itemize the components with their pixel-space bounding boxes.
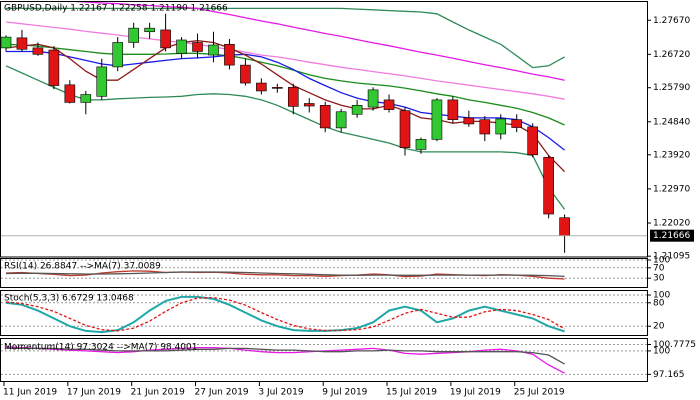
y-tick-label: 1.22970: [653, 184, 690, 194]
y-tick-label: 1.27670: [653, 16, 690, 26]
candle-body: [192, 42, 203, 52]
candle-body: [144, 27, 155, 33]
price-label: 1.21666: [653, 231, 690, 241]
x-tick-label: 9 Jul 2019: [322, 388, 367, 398]
y-tick-label: 1.26720: [653, 50, 690, 60]
candle-body: [351, 104, 363, 115]
y-tick-label: 97.165: [653, 370, 685, 380]
candle-body: [527, 126, 538, 156]
candle-body: [559, 217, 570, 236]
candle-body: [96, 66, 108, 97]
candle-body: [256, 82, 267, 92]
momentum-plot: [1, 343, 647, 375]
candle-body: [543, 157, 554, 215]
candle-body: [303, 103, 315, 107]
candle-body: [64, 84, 76, 103]
candle-body: [128, 27, 139, 43]
y-tick-label: 100: [653, 256, 670, 266]
candle-body: [224, 43, 235, 66]
x-tick-label: 27 Jun 2019: [195, 388, 249, 398]
candle-body: [80, 94, 92, 103]
x-tick-label: 3 Jul 2019: [258, 388, 303, 398]
axes: 1.27670 1.26720 1.25790 1.24840 1.23920 1.229…: [3, 4, 696, 398]
panel-title: Momentum(14) 97.3024 -->MA(7) 98.4001: [4, 343, 197, 353]
indicator-line: [72, 2, 565, 81]
x-tick-label: 15 Jul 2019: [386, 388, 437, 398]
indicator-line: [5, 295, 565, 334]
panel-title: Stoch(5,3,3) 6.6729 13.0468: [4, 294, 134, 304]
indicator-line: [5, 43, 565, 126]
candle-body: [383, 99, 395, 110]
y-tick-label: 100: [653, 346, 670, 356]
candle-body: [415, 139, 427, 150]
y-tick-label: 1.21095: [653, 252, 690, 262]
indicator-line: [5, 21, 565, 100]
rsi-plot: [1, 259, 647, 280]
indicator-line: [6, 347, 565, 365]
candle-body: [319, 104, 331, 129]
y-tick-label: 100.7775: [653, 340, 696, 350]
candle-body: [511, 119, 523, 128]
candle-body: [1, 36, 12, 49]
y-tick-label: 100: [653, 291, 670, 301]
x-tick-label: 17 Jun 2019: [67, 388, 121, 398]
y-tick-label: 80: [653, 298, 665, 308]
y-tick-label: 70: [653, 263, 665, 273]
momentum-panel: [0, 338, 648, 382]
y-tick-label: 30: [653, 274, 665, 284]
main-panel: [0, 1, 648, 258]
candle-body: [208, 44, 219, 56]
candle-body: [272, 87, 283, 89]
stoch-panel: [0, 290, 648, 336]
candle-body: [335, 111, 347, 129]
panel-title: GBPUSD,Daily 1.22167 1.22258 1.21190 1.2…: [4, 4, 228, 14]
y-tick-label: 1.25790: [653, 83, 690, 93]
candle-body: [176, 39, 187, 54]
candle-body: [479, 119, 491, 135]
stoch-plot: [1, 294, 647, 334]
indicator-line: [5, 65, 566, 210]
candle-body: [447, 99, 459, 120]
x-tick-label: 25 Jul 2019: [514, 388, 565, 398]
y-tick-label: 20: [653, 322, 665, 332]
x-tick-label: 11 Jun 2019: [3, 388, 57, 398]
candle-body: [399, 110, 411, 148]
candle-body: [112, 42, 124, 68]
candle-body: [367, 89, 379, 108]
y-tick-label: 1.22020: [653, 218, 690, 228]
x-tick-label: 21 Jun 2019: [131, 388, 185, 398]
indicator-line: [6, 7, 565, 69]
y-tick-label: 1.24840: [653, 117, 690, 127]
price-label-bg: [650, 229, 694, 242]
main-plot: [1, 2, 647, 253]
candle-body: [463, 117, 475, 125]
candle-body: [48, 49, 60, 86]
candle-body: [16, 37, 28, 50]
candle-body: [240, 64, 251, 84]
panel-title: RSI(14) 26.8847 -->MA(7) 37.0089: [4, 262, 161, 272]
indicator-line: [5, 271, 565, 278]
candle-body: [495, 118, 507, 135]
y-tick-label: 1.23920: [653, 150, 690, 160]
candle-body: [160, 29, 171, 49]
candle-body: [431, 99, 443, 140]
candle-body: [32, 47, 44, 55]
indicator-line: [5, 297, 565, 332]
x-tick-label: 19 Jul 2019: [450, 388, 501, 398]
candle-body: [287, 87, 299, 107]
